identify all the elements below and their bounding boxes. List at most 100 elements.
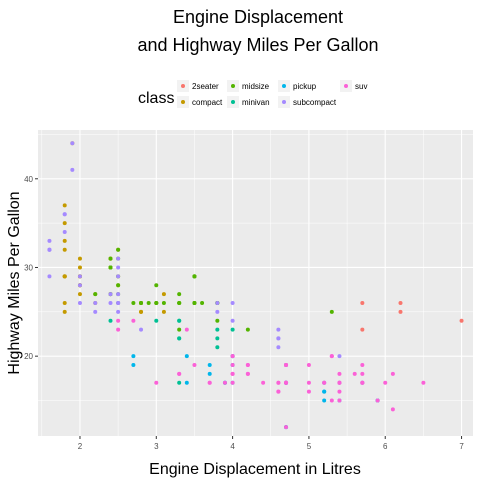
- x-tick-label: 2: [78, 442, 83, 451]
- y-tick-label: 40: [24, 175, 33, 184]
- chart-title-line-2: and Highway Miles Per Gallon: [137, 35, 378, 55]
- legend-key-point: [181, 100, 185, 104]
- data-point-subcompact: [116, 292, 121, 297]
- data-point-midsize: [161, 300, 166, 305]
- data-points: [47, 141, 464, 430]
- data-point-compact: [139, 309, 144, 314]
- data-point-suv: [261, 380, 266, 385]
- legend-label: midsize: [242, 82, 270, 91]
- data-point-suv: [390, 371, 395, 376]
- data-point-pickup: [184, 354, 189, 359]
- data-point-suv: [184, 327, 189, 332]
- data-point-midsize: [245, 327, 250, 332]
- data-point-compact: [62, 309, 67, 314]
- data-point-midsize: [108, 265, 113, 270]
- data-point-minivan: [108, 318, 113, 323]
- x-tick-label: 3: [154, 442, 159, 451]
- data-point-subcompact: [47, 238, 52, 243]
- x-axis-label: Engine Displacement in Litres: [149, 461, 361, 478]
- legend-item-minivan: minivan: [227, 96, 270, 108]
- data-point-subcompact: [93, 309, 98, 314]
- x-tick-label: 5: [307, 442, 312, 451]
- legend-item-midsize: midsize: [227, 80, 270, 92]
- data-point-suv: [276, 380, 281, 385]
- data-point-pickup: [207, 363, 212, 368]
- data-point-suv: [390, 407, 395, 412]
- data-point-subcompact: [276, 336, 281, 341]
- data-point-suv: [360, 363, 365, 368]
- data-point-midsize: [116, 247, 121, 252]
- legend-item-subcompact: subcompact: [278, 96, 337, 108]
- data-point-pickup: [322, 398, 327, 403]
- data-point-subcompact: [93, 300, 98, 305]
- data-point-2seater: [398, 309, 403, 314]
- y-tick-label: 20: [24, 352, 33, 361]
- data-point-suv: [230, 371, 235, 376]
- legend: class 2seater compact midsize minivan pickup…: [138, 80, 367, 108]
- legend-item-suv: suv: [340, 80, 367, 92]
- data-point-2seater: [459, 318, 464, 323]
- data-point-minivan: [215, 327, 220, 332]
- data-point-suv: [360, 380, 365, 385]
- data-point-suv: [284, 425, 289, 430]
- data-point-subcompact: [70, 141, 75, 146]
- data-point-minivan: [215, 345, 220, 350]
- data-point-suv: [322, 380, 327, 385]
- data-point-suv: [177, 371, 182, 376]
- y-tick-label: 30: [24, 263, 33, 272]
- data-point-minivan: [154, 318, 159, 323]
- data-point-subcompact: [139, 327, 144, 332]
- y-axis-label: Highway Miles Per Gallon: [6, 191, 23, 374]
- data-point-subcompact: [215, 300, 220, 305]
- data-point-subcompact: [77, 274, 82, 279]
- data-point-midsize: [177, 300, 182, 305]
- data-point-midsize: [200, 300, 205, 305]
- data-point-midsize: [177, 292, 182, 297]
- data-point-midsize: [108, 256, 113, 261]
- data-point-midsize: [146, 300, 151, 305]
- data-point-2seater: [398, 300, 403, 305]
- data-point-subcompact: [215, 309, 220, 314]
- data-point-suv: [245, 363, 250, 368]
- data-point-suv: [222, 380, 227, 385]
- data-point-subcompact: [62, 230, 67, 234]
- data-point-suv: [337, 389, 342, 394]
- legend-title: class: [138, 90, 174, 107]
- data-point-compact: [161, 292, 166, 297]
- data-point-subcompact: [230, 318, 235, 323]
- data-point-suv: [284, 380, 289, 385]
- data-point-compact: [77, 292, 82, 297]
- data-point-suv: [207, 380, 212, 385]
- data-point-suv: [154, 380, 159, 385]
- data-point-pickup: [184, 380, 189, 385]
- data-point-suv: [192, 363, 197, 368]
- data-point-subcompact: [116, 309, 121, 314]
- y-axis-ticks: 20 30 40: [24, 175, 38, 361]
- data-point-subcompact: [116, 274, 121, 279]
- data-point-minivan: [215, 336, 220, 341]
- data-point-compact: [77, 256, 82, 261]
- data-point-suv: [276, 389, 281, 394]
- data-point-subcompact: [47, 274, 52, 279]
- data-point-2seater: [360, 327, 365, 332]
- legend-key-point: [344, 84, 348, 88]
- data-point-suv: [360, 371, 365, 376]
- chart-title-line-1: Engine Displacement: [173, 7, 343, 27]
- data-point-subcompact: [108, 300, 113, 305]
- data-point-minivan: [177, 336, 182, 341]
- legend-item-2seater: 2seater: [177, 80, 219, 92]
- data-point-subcompact: [116, 265, 121, 270]
- data-point-midsize: [192, 300, 197, 305]
- legend-label: subcompact: [293, 98, 337, 107]
- data-point-compact: [62, 221, 67, 226]
- data-point-compact: [62, 238, 67, 243]
- data-point-suv: [383, 380, 388, 385]
- data-point-suv: [337, 380, 342, 385]
- data-point-pickup: [131, 363, 136, 368]
- minor-gridlines: [38, 130, 473, 436]
- data-point-subcompact: [116, 300, 121, 305]
- data-point-compact: [62, 300, 67, 305]
- legend-key-point: [181, 84, 185, 88]
- data-point-subcompact: [108, 292, 113, 297]
